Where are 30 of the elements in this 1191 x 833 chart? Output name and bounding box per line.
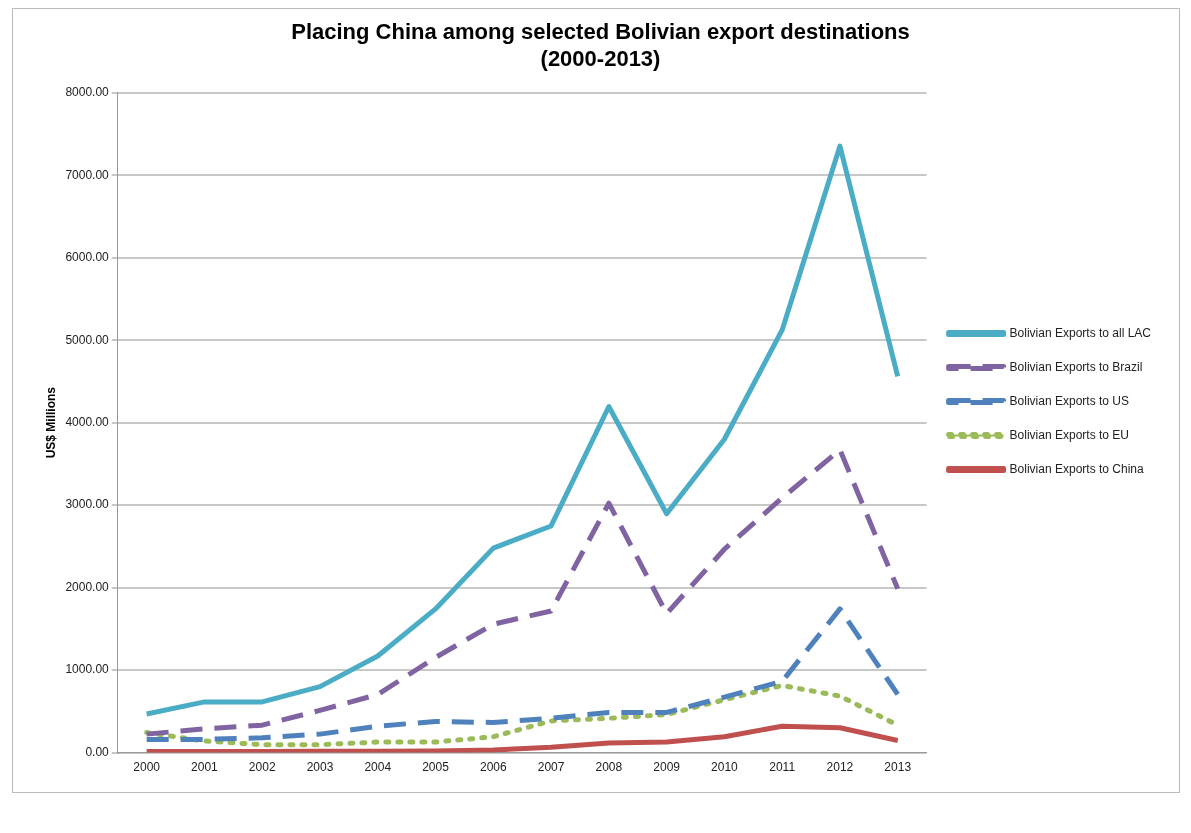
x-tick-label: 2008	[595, 760, 623, 775]
x-tick-label: 2009	[653, 760, 681, 775]
x-tick-label: 2003	[306, 760, 334, 775]
x-tick-label: 2005	[422, 760, 450, 775]
legend-label: Bolivian Exports to Brazil	[1009, 359, 1143, 374]
x-tick-label: 2001	[191, 760, 219, 775]
x-tick-label: 2006	[479, 760, 507, 775]
y-tick-label: 8000.00	[65, 85, 110, 100]
x-tick-label: 2012	[826, 760, 854, 775]
y-tick-label: 1000.00	[65, 662, 110, 677]
x-tick-label: 2007	[537, 760, 565, 775]
y-tick-label: 7000.00	[65, 167, 110, 182]
y-tick-label: 0.00	[85, 744, 110, 759]
legend-label: Bolivian Exports to US	[1009, 393, 1129, 408]
y-axis-title: US$ Millions	[43, 386, 58, 459]
x-tick-label: 2000	[133, 760, 161, 775]
x-tick-label: 2011	[769, 760, 796, 775]
x-tick-label: 2002	[248, 760, 276, 775]
x-tick-label: 2004	[364, 760, 392, 775]
legend-label: Bolivian Exports to China	[1009, 461, 1144, 476]
y-tick-label: 3000.00	[65, 497, 110, 512]
y-tick-label: 4000.00	[65, 415, 110, 430]
legend-label: Bolivian Exports to EU	[1009, 427, 1129, 442]
y-tick-label: 5000.00	[65, 332, 110, 347]
y-tick-label: 2000.00	[65, 579, 110, 594]
legend-label: Bolivian Exports to all LAC	[1009, 325, 1152, 340]
chart-title: Placing China among selected Bolivian export destinations (2000-2013)	[291, 19, 910, 71]
x-tick-label: 2013	[884, 760, 912, 775]
x-tick-label: 2010	[711, 760, 739, 775]
y-tick-label: 6000.00	[65, 250, 110, 265]
